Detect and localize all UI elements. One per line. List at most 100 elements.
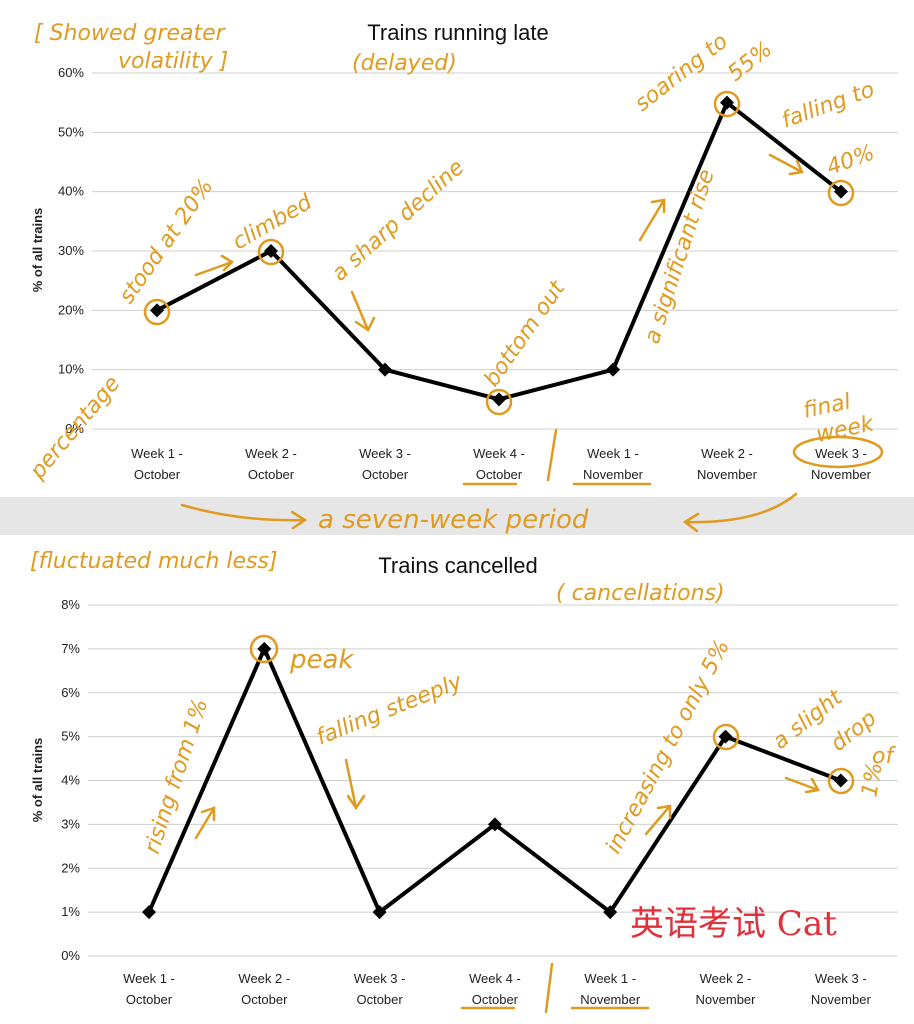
y-axis-label: % of all trains (30, 208, 45, 293)
y-axis-label: % of all trains (30, 738, 45, 823)
data-point (833, 773, 848, 788)
panel-divider (0, 497, 914, 535)
y-tick-labels: 0% 1% 2% 3% 4% 5% 6% 7% 8% (61, 597, 80, 963)
ring-peak (249, 634, 279, 664)
annotation-one-percent: 1% (857, 760, 888, 799)
x-tick-label: Week 2 - (238, 971, 290, 986)
arrow-slight-drop (784, 776, 820, 794)
data-point (606, 362, 620, 377)
data-point (492, 392, 506, 407)
ring-point-6-bottom (712, 723, 740, 751)
divider-october-november (546, 428, 558, 482)
data-point (718, 729, 733, 744)
x-tick-label: Week 1 - (584, 971, 636, 986)
y-tick-label: 6% (61, 685, 80, 700)
x-tick-label: October (126, 992, 173, 1007)
x-tick-label: Week 1 - (131, 446, 183, 461)
annotation-fluctuated: [fluctuated much less] (30, 549, 278, 574)
late-trains-chart: Trains running late % of all trains 0% 10… (30, 20, 898, 482)
y-tick-label: 7% (61, 641, 80, 656)
annotation-bracket-line-2: volatility ] (118, 49, 228, 74)
annotation-of: of (872, 744, 896, 769)
data-point (372, 905, 387, 920)
x-tick-label: October (356, 992, 403, 1007)
watermark: 英语考试 Cat (630, 904, 837, 944)
y-tick-label: 30% (58, 243, 84, 258)
y-tick-label: 2% (61, 860, 80, 875)
x-tick-label: Week 2 - (245, 446, 297, 461)
arrow-climbed (194, 254, 235, 277)
y-tick-label: 60% (58, 65, 84, 80)
y-tick-label: 50% (58, 124, 84, 139)
cancelled-trains-points (142, 641, 848, 920)
data-point (264, 244, 278, 258)
x-tick-label: October (472, 992, 519, 1007)
x-tick-labels: Week 1 - October Week 2 - October Week 3 - Oc… (123, 971, 871, 1007)
cancelled-trains-chart: Trains cancelled % of all trains 0% 1% 2% 3… (30, 553, 898, 1007)
x-tick-label: Week 1 - (123, 971, 175, 986)
y-tick-label: 40% (58, 184, 84, 199)
y-tick-label: 4% (61, 773, 80, 788)
arrow-decline (350, 290, 376, 332)
ring-point-2 (257, 238, 285, 266)
annotation-delayed: (delayed) (352, 51, 457, 76)
y-tick-label: 8% (61, 597, 80, 612)
x-tick-label: Week 4 - (469, 971, 521, 986)
x-tick-label: Week 2 - (700, 971, 752, 986)
arrow-increasing (644, 804, 672, 836)
x-tick-label: November (580, 992, 641, 1007)
x-tick-label: Week 4 - (473, 446, 525, 461)
x-tick-label: November (583, 467, 644, 482)
y-tick-label: 3% (61, 816, 80, 831)
x-tick-label: November (696, 992, 757, 1007)
late-trains-points (150, 95, 848, 407)
divider-october-november-bottom (544, 962, 554, 1014)
ring-point-7-bottom (827, 767, 855, 795)
arrow-falling-steeply (344, 758, 366, 811)
ring-point-4 (485, 388, 513, 416)
annotation-cancellations: ( cancellations) (556, 581, 725, 606)
y-tick-labels: 0% 10% 20% 30% 40% 50% 60% (58, 65, 84, 436)
arrow-rising (194, 806, 216, 840)
x-tick-label: Week 3 - (815, 971, 867, 986)
x-tick-label: November (811, 992, 872, 1007)
ring-point-1 (143, 298, 171, 326)
x-tick-label: November (811, 467, 872, 482)
arrow-period-right (682, 492, 798, 533)
grid (88, 604, 898, 957)
data-point (378, 362, 392, 377)
x-tick-label: October (362, 467, 409, 482)
x-tick-labels: Week 1 - October Week 2 - October Week 3 - Oc… (131, 446, 872, 482)
data-point (487, 817, 502, 832)
y-tick-label: 1% (61, 904, 80, 919)
x-tick-label: Week 3 - (354, 971, 406, 986)
annotation-peak: peak (289, 645, 354, 675)
y-tick-label: 20% (58, 302, 84, 317)
ring-point-7 (827, 179, 855, 207)
y-tick-label: 0% (65, 421, 84, 436)
x-tick-label: Week 2 - (701, 446, 753, 461)
data-point (834, 184, 848, 199)
chart-title: Trains running late (367, 20, 548, 45)
x-tick-label: Week 3 - (815, 446, 867, 461)
x-tick-label: November (697, 467, 758, 482)
data-point (150, 303, 164, 318)
x-tick-label: October (248, 467, 295, 482)
x-tick-label: Week 1 - (587, 446, 639, 461)
chart-title: Trains cancelled (378, 553, 537, 578)
bottom-panel-background (0, 535, 914, 1024)
x-tick-label: October (241, 992, 288, 1007)
data-point (720, 95, 734, 110)
arrow-rise (638, 198, 666, 242)
y-tick-label: 10% (58, 362, 84, 377)
arrow-falling (768, 153, 804, 176)
data-point (257, 641, 272, 656)
x-tick-label: Week 3 - (359, 446, 411, 461)
annotation-period: a seven-week period (318, 505, 589, 535)
ring-point-6 (713, 90, 741, 118)
annotation-bracket-line-1: [ Showed greater (34, 21, 227, 46)
x-tick-label: October (134, 467, 181, 482)
arrow-period-left (180, 503, 308, 530)
